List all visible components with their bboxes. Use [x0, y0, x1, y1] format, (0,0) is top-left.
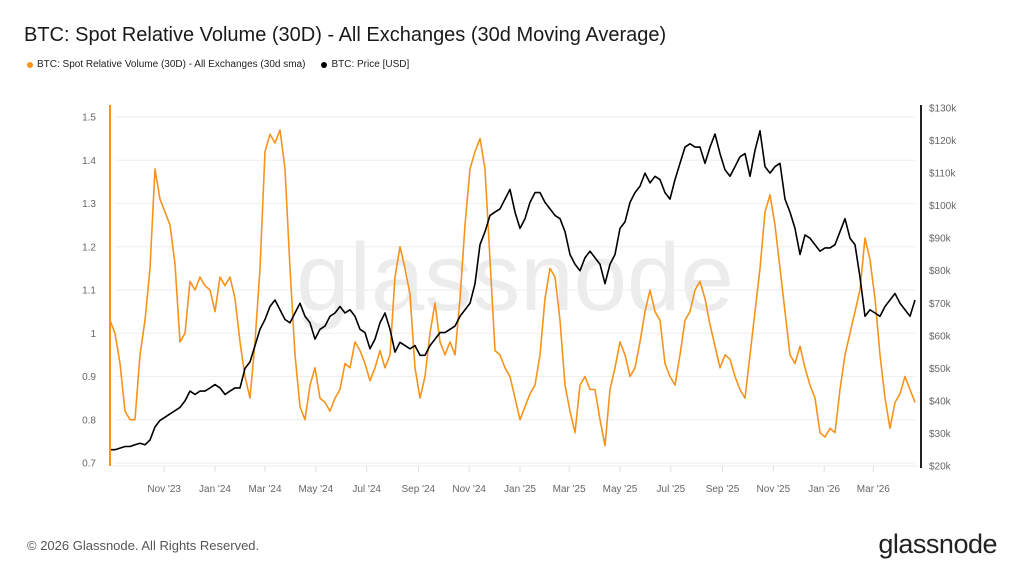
- x-tick-label: Jul '25: [657, 484, 686, 495]
- x-tick-label: Mar '25: [553, 484, 586, 495]
- x-tick-label: Nov '23: [147, 484, 181, 495]
- left-tick-label: 1.5: [82, 113, 96, 124]
- right-tick-label: $30k: [929, 429, 952, 440]
- right-tick-label: $110k: [929, 169, 957, 180]
- left-tick-label: 0.9: [82, 372, 96, 383]
- x-tick-label: Mar '24: [248, 484, 281, 495]
- right-tick-label: $120k: [929, 136, 957, 147]
- right-tick-label: $60k: [929, 331, 952, 342]
- x-tick-label: Mar '26: [857, 484, 890, 495]
- x-tick-label: Sep '25: [706, 484, 740, 495]
- copyright: © 2026 Glassnode. All Rights Reserved.: [27, 538, 260, 553]
- chart-title: BTC: Spot Relative Volume (30D) - All Ex…: [24, 24, 667, 46]
- x-tick-label: Nov '25: [757, 484, 791, 495]
- left-tick-label: 0.8: [82, 415, 96, 426]
- right-tick-label: $130k: [929, 104, 957, 115]
- left-tick-label: 0.7: [82, 459, 96, 470]
- right-tick-label: $50k: [929, 364, 952, 375]
- watermark: glassnode: [296, 224, 734, 331]
- right-tick-label: $90k: [929, 234, 952, 245]
- right-tick-label: $100k: [929, 201, 957, 212]
- legend: BTC: Spot Relative Volume (30D) - All Ex…: [27, 59, 409, 70]
- x-tick-label: May '24: [298, 484, 333, 495]
- series-line-btc-price: [110, 130, 916, 451]
- x-tick-label: Jan '24: [199, 484, 231, 495]
- glassnode-logo: glassnode: [878, 529, 997, 559]
- left-tick-label: 1.1: [82, 286, 96, 297]
- left-tick-label: 1.3: [82, 199, 96, 210]
- left-tick-label: 1.2: [82, 242, 96, 253]
- right-tick-label: $40k: [929, 396, 952, 407]
- x-tick-label: Sep '24: [402, 484, 436, 495]
- x-tick-label: Jan '26: [808, 484, 840, 495]
- x-tick-label: Nov '24: [452, 484, 486, 495]
- legend-dot-icon: [27, 61, 33, 68]
- legend-label-volume: BTC: Spot Relative Volume (30D) - All Ex…: [37, 59, 306, 70]
- right-tick-label: $70k: [929, 299, 952, 310]
- x-tick-label: Jul '24: [352, 484, 381, 495]
- legend-item-price[interactable]: BTC: Price [USD]: [321, 59, 409, 70]
- legend-item-volume[interactable]: BTC: Spot Relative Volume (30D) - All Ex…: [27, 59, 305, 70]
- left-tick-label: 1: [90, 329, 96, 340]
- x-tick-label: Jan '25: [504, 484, 536, 495]
- legend-dot-icon: [321, 61, 328, 68]
- x-tick-label: May '25: [603, 484, 638, 495]
- right-tick-label: $80k: [929, 266, 952, 277]
- legend-label-price: BTC: Price [USD]: [331, 59, 410, 70]
- left-tick-label: 1.4: [82, 156, 96, 167]
- right-tick-label: $20k: [929, 462, 952, 473]
